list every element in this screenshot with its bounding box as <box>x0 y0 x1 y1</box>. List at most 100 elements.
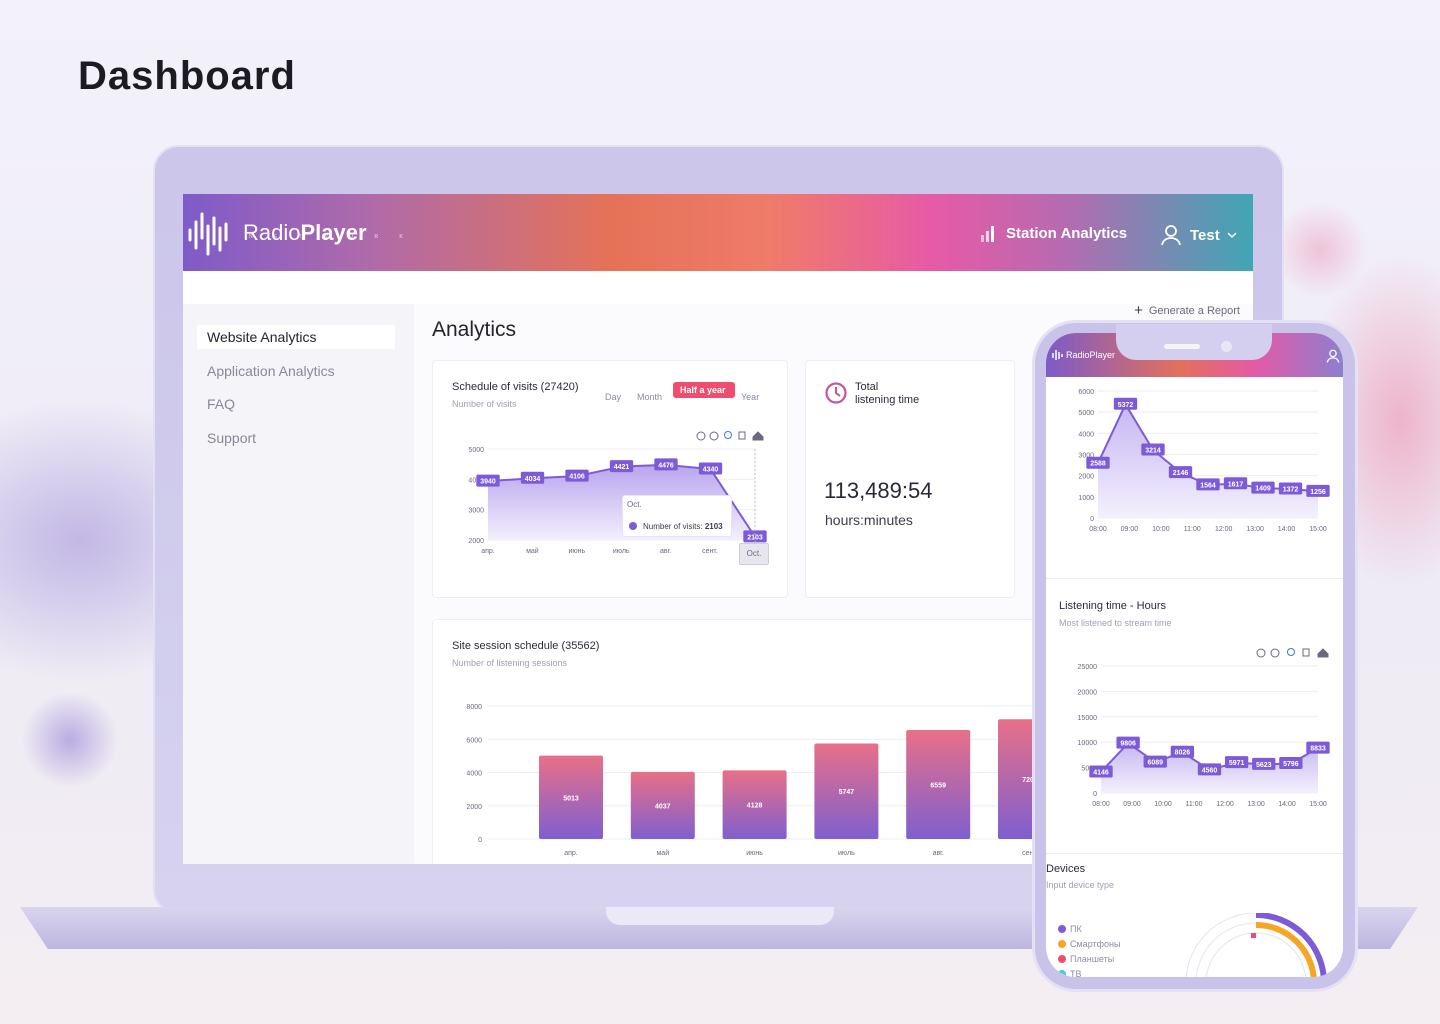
user-icon[interactable] <box>1326 349 1340 363</box>
data-label-bg <box>1252 757 1276 770</box>
sidebar-item-website-analytics[interactable]: Website Analytics <box>197 325 395 349</box>
logo-tagline: N E T W O R K <box>249 234 413 240</box>
data-label: 5796 <box>1283 761 1299 768</box>
station-analytics-link[interactable]: Station Analytics <box>980 224 1127 242</box>
x-tick-label: авг. <box>660 548 671 555</box>
session-subtitle: Number of listening sessions <box>452 658 568 668</box>
sidebar-item-application-analytics[interactable]: Application Analytics <box>207 363 335 379</box>
data-label: 3940 <box>480 479 496 486</box>
user-icon <box>1161 225 1181 246</box>
bar <box>906 729 971 839</box>
chart-tooltip: Oct. Number of visits: 2103 <box>622 495 732 537</box>
y-tick-label: 1000 <box>1078 495 1094 502</box>
data-label: 1617 <box>1228 481 1244 488</box>
phone-hourly-chart: 0 1000 2000 3000 4000 5000 6000 2588 5372 3214 214… <box>1078 389 1330 533</box>
data-label: 5372 <box>1118 402 1134 409</box>
page-title: Dashboard <box>78 54 296 98</box>
period-month-tab[interactable]: Month <box>637 392 663 402</box>
data-label-bg <box>1086 456 1110 469</box>
sidebar: Website Analytics Application Analytics … <box>183 304 414 864</box>
speaker-grille <box>1164 344 1200 349</box>
session-title: Site session schedule (35562) <box>452 640 600 652</box>
legend-label: ПК <box>1070 924 1082 934</box>
chevron-down-icon <box>1227 232 1237 239</box>
devices-subtitle: Input device type <box>1046 880 1115 890</box>
x-tick-label: май <box>526 547 539 555</box>
legend-label: Смартфоны <box>1070 939 1121 949</box>
logo-text-light: Radio <box>243 220 301 245</box>
data-label-bg <box>1279 757 1303 770</box>
y-tick-label: 0 <box>1090 516 1094 523</box>
legend-item-smartphones[interactable]: Смартфоны <box>1058 939 1120 949</box>
x-tick-label: 13:00 <box>1246 526 1264 533</box>
x-tick-label: 15:00 <box>1309 801 1327 808</box>
y-tick-label: 3000 <box>1078 453 1094 460</box>
x-tick-label: 10:00 <box>1154 801 1172 808</box>
listening-time-unit: hours:minutes <box>825 512 913 528</box>
user-menu[interactable]: Test <box>1160 224 1238 246</box>
legend-item-pc[interactable]: ПК <box>1058 924 1082 934</box>
data-label: 3214 <box>1145 447 1161 454</box>
sidebar-item-faq[interactable]: FAQ <box>207 396 236 412</box>
data-label-bg <box>1141 443 1165 456</box>
period-half-year-tab[interactable]: Half a year <box>673 382 735 398</box>
data-label: 2146 <box>1173 470 1189 477</box>
data-label-bg <box>1223 477 1248 490</box>
sidebar-item-support[interactable]: Support <box>207 430 257 446</box>
x-tick-label: апр. <box>481 548 495 555</box>
x-tick-label: июнь <box>568 548 585 555</box>
bar-value-label: 4037 <box>655 803 671 810</box>
bar-value-label: 7200 <box>1022 777 1038 784</box>
divider <box>1046 578 1343 579</box>
devices-title: Devices <box>1046 863 1086 875</box>
bar <box>722 770 787 839</box>
data-label: 1256 <box>1310 489 1326 496</box>
phone-logo[interactable]: RadioPlayer <box>1051 349 1115 361</box>
zoom-out-icon <box>1270 648 1280 658</box>
legend-item-tv[interactable]: ТВ <box>1058 969 1082 977</box>
y-tick-label: 15000 <box>1078 715 1098 722</box>
device-arc-tablets <box>1251 933 1256 938</box>
x-tick-label: июль <box>838 850 855 857</box>
bar-value-label: 4128 <box>747 803 763 810</box>
laptop-notch <box>606 907 834 925</box>
clock-icon <box>825 382 847 404</box>
x-tick-label: 08:00 <box>1092 801 1110 808</box>
listening-hours-subtitle: Most listened to stream time <box>1059 618 1172 628</box>
visits-card: Schedule of visits (27420) Number of vis… <box>432 360 788 598</box>
bar <box>630 771 695 839</box>
legend-item-tablets[interactable]: Планшеты <box>1058 954 1114 964</box>
chart-toolbar <box>696 431 764 441</box>
listening-hours-title: Listening time - Hours <box>1059 600 1166 612</box>
data-label: 4476 <box>658 462 674 469</box>
magnifier-icon <box>1287 648 1295 656</box>
plus-icon: + <box>1134 302 1143 319</box>
data-label-bg <box>1143 755 1167 768</box>
data-label-bg <box>476 474 500 487</box>
period-year-tab[interactable]: Year <box>741 392 760 402</box>
phone-listening-chart: 0 5000 10000 15000 20000 25000 4146 9806 6089 802… <box>1078 648 1330 808</box>
data-label: 1372 <box>1283 486 1299 493</box>
period-day-tab[interactable]: Day <box>605 392 622 402</box>
y-tick-label: 25000 <box>1078 664 1098 671</box>
tooltip-dot <box>629 522 637 530</box>
x-tick-label: авг. <box>933 850 944 857</box>
y-tick-label: 5000 <box>1078 410 1094 417</box>
generate-report-button[interactable]: + Generate a Report <box>1134 302 1240 319</box>
y-tick-label: 10000 <box>1078 740 1098 747</box>
logo[interactable]: RadioPlayer <box>187 208 367 258</box>
y-tick-label: 0 <box>478 837 482 844</box>
data-label-bg <box>1278 482 1303 495</box>
listening-title-line1: Total <box>855 381 879 393</box>
data-label: 8833 <box>1310 746 1326 753</box>
y-tick-label: 6000 <box>466 737 482 744</box>
data-label: 6089 <box>1147 760 1163 767</box>
data-label: 8026 <box>1175 750 1191 757</box>
phone-notch <box>1116 324 1272 360</box>
listening-time-card: Total listening time 113,489:54 hours:mi… <box>805 360 1015 598</box>
data-label-bg <box>1113 397 1138 410</box>
x-tick-label: 14:00 <box>1278 801 1296 808</box>
legend-dot <box>1058 925 1066 933</box>
legend-label: Планшеты <box>1070 954 1115 964</box>
soundwave-logo-icon <box>1052 350 1063 360</box>
